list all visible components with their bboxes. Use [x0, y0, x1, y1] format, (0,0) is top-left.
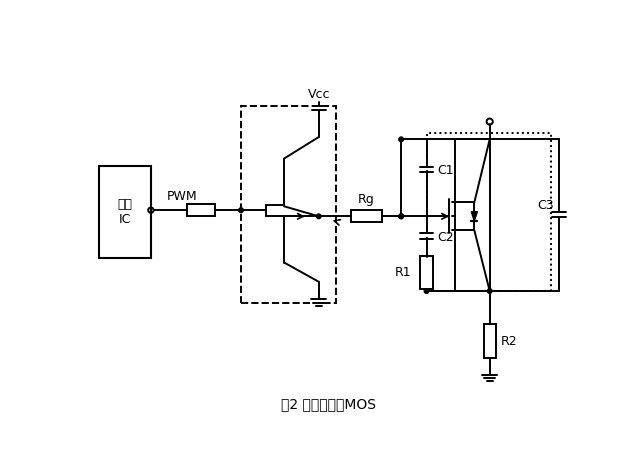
- Text: Rg: Rg: [358, 192, 375, 205]
- Circle shape: [399, 137, 403, 142]
- Bar: [420, 256, 433, 289]
- Circle shape: [399, 214, 403, 219]
- Circle shape: [239, 208, 243, 212]
- Text: Vcc: Vcc: [307, 88, 330, 101]
- Text: R2: R2: [500, 335, 517, 348]
- Circle shape: [488, 289, 492, 293]
- Text: 图2 图腾柱驱动MOS: 图2 图腾柱驱动MOS: [280, 397, 376, 411]
- Polygon shape: [471, 212, 477, 221]
- Bar: [241, 106, 336, 302]
- Circle shape: [424, 289, 429, 293]
- Text: R1: R1: [394, 266, 411, 279]
- Text: 电源
IC: 电源 IC: [117, 198, 132, 226]
- Bar: [427, 133, 551, 291]
- Text: C3: C3: [537, 199, 554, 212]
- Bar: [484, 324, 496, 358]
- Bar: [99, 166, 151, 258]
- Text: C2: C2: [437, 231, 454, 244]
- Circle shape: [399, 214, 403, 219]
- Bar: [351, 210, 382, 222]
- Text: C1: C1: [437, 164, 454, 177]
- Bar: [187, 204, 215, 216]
- Circle shape: [316, 214, 321, 219]
- Text: PWM: PWM: [166, 190, 197, 203]
